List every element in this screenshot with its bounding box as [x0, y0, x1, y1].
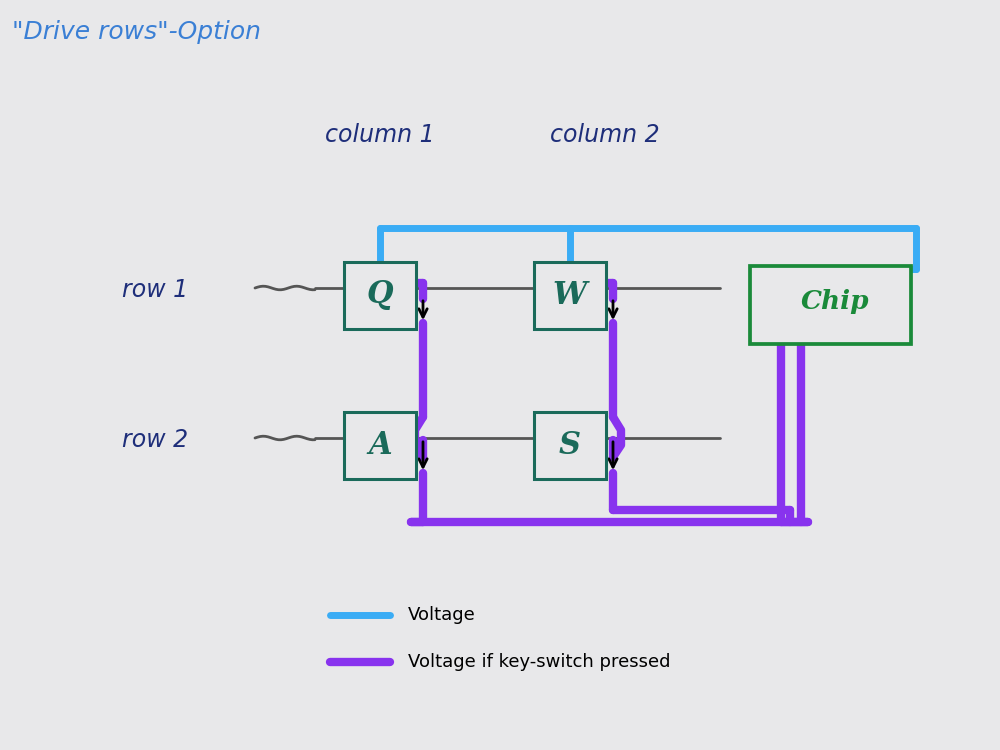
Text: A: A — [368, 430, 392, 460]
Text: row 2: row 2 — [122, 428, 188, 452]
Text: Voltage if key-switch pressed: Voltage if key-switch pressed — [408, 653, 670, 671]
FancyBboxPatch shape — [750, 266, 910, 344]
Text: W: W — [553, 280, 587, 310]
Text: Chip: Chip — [801, 290, 869, 314]
FancyBboxPatch shape — [344, 262, 416, 328]
Text: column 2: column 2 — [550, 123, 660, 147]
FancyBboxPatch shape — [534, 412, 606, 478]
FancyBboxPatch shape — [534, 262, 606, 328]
Text: row 1: row 1 — [122, 278, 188, 302]
FancyBboxPatch shape — [344, 412, 416, 478]
Text: "Drive rows"-Option: "Drive rows"-Option — [12, 20, 261, 44]
Text: Q: Q — [367, 280, 393, 310]
Text: S: S — [559, 430, 581, 460]
Text: column 1: column 1 — [325, 123, 435, 147]
Text: Voltage: Voltage — [408, 606, 476, 624]
